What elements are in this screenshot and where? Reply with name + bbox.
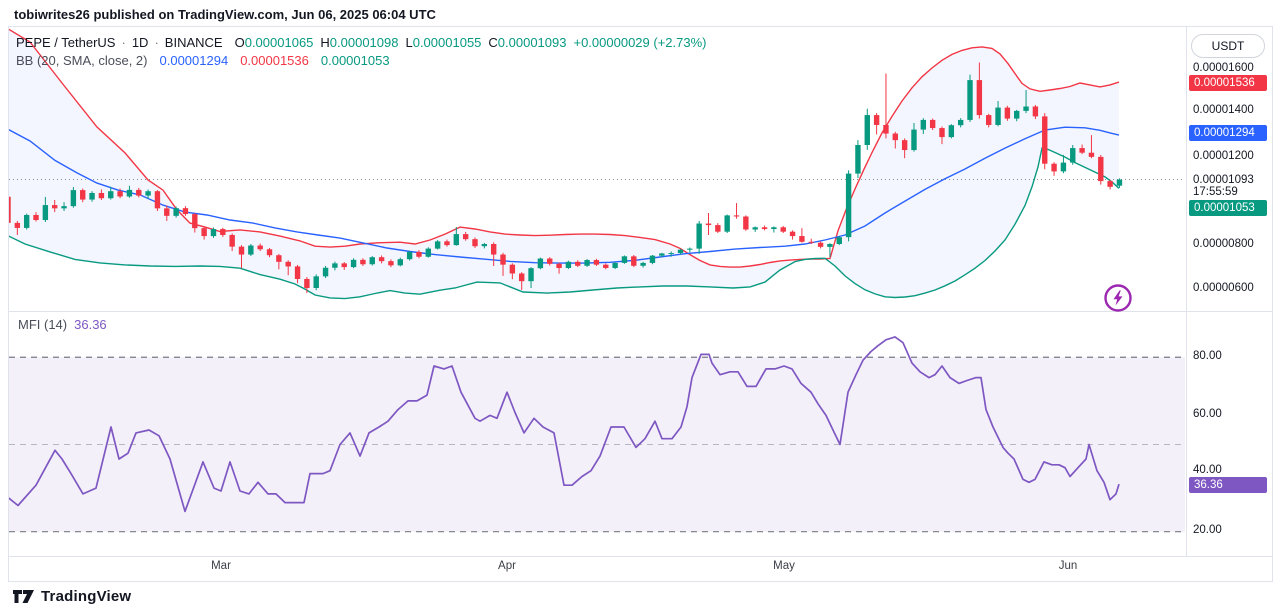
price-axis-tick-label: 80.00 (1193, 350, 1222, 362)
ohlc-high-letter: H (320, 35, 330, 50)
bb-legend-row: BB (20, SMA, close, 2) 0.00001294 0.0000… (16, 53, 390, 68)
bb-upper-badge: 0.00001536 (1189, 75, 1267, 91)
symbol-legend-row: PEPE / TetherUS · 1D · BINANCE O 0.000010… (16, 35, 706, 50)
bb-indicator-title[interactable]: BB (20, SMA, close, 2) (16, 53, 148, 68)
ohlc-open-letter: O (234, 35, 245, 50)
exchange-label: BINANCE (164, 35, 223, 50)
price-pane[interactable] (0, 24, 1185, 300)
currency-toggle-label: USDT (1211, 39, 1245, 53)
ohlc-close-letter: C (488, 35, 498, 50)
ohlc-close-value: 0.00001093 (497, 35, 567, 50)
tradingview-brand[interactable]: TradingView (13, 588, 131, 605)
bb-upper-value: 0.00001536 (240, 53, 309, 68)
legend-separator: · (121, 35, 126, 50)
chart-frame (8, 26, 1273, 582)
ohlc-open-value: 0.00001065 (244, 35, 314, 50)
change-value: +0.00000029 (+2.73%) (573, 35, 707, 50)
price-axis-tick-label: 20.00 (1193, 524, 1222, 536)
last-price-label: 0.00001093 (1193, 174, 1254, 186)
ohlc-low-letter: L (405, 35, 413, 50)
mfi-value-badge: 36.36 (1189, 477, 1267, 493)
mfi-indicator-title[interactable]: MFI (14) (18, 317, 68, 332)
mfi-line (9, 336, 1120, 513)
ohlc-high-value: 0.00001098 (329, 35, 399, 50)
mfi-pane[interactable] (0, 336, 1185, 533)
bb-lower-band-line (9, 147, 1120, 300)
time-axis-month-label: Jun (1058, 560, 1078, 572)
price-axis-tick-label: 40.00 (1193, 464, 1222, 476)
legend-separator: · (154, 35, 159, 50)
bb-lower-value: 0.00001053 (320, 53, 390, 68)
interval-label[interactable]: 1D (131, 35, 149, 50)
publish-attribution: tobiwrites26 published on TradingView.co… (14, 7, 436, 22)
time-axis-month-label: May (773, 560, 795, 572)
tradingview-brand-text: TradingView (41, 588, 132, 605)
price-axis-tick-label: 0.00001400 (1193, 104, 1254, 116)
price-axis-tick-label: 60.00 (1193, 408, 1222, 420)
time-axis-month-label: Mar (211, 560, 231, 572)
symbol-title[interactable]: PEPE / TetherUS (16, 35, 116, 50)
bb-lower-badge: 0.00001053 (1189, 200, 1267, 216)
bb-basis-badge: 0.00001294 (1189, 125, 1267, 141)
price-axis-tick-label: 0.00001200 (1193, 150, 1254, 162)
tradingview-logo-icon (13, 590, 34, 603)
boost-lightning-icon[interactable] (1103, 283, 1133, 313)
mfi-legend-row: MFI (14) 36.36 (18, 317, 107, 332)
bb-basis-value: 0.00001294 (159, 53, 229, 68)
currency-toggle-button[interactable]: USDT (1191, 34, 1265, 58)
ohlc-low-value: 0.00001055 (412, 35, 482, 50)
bb-upper-band-line (9, 28, 1120, 268)
time-axis-month-label: Apr (498, 560, 516, 572)
price-axis-tick-label: 0.00000600 (1193, 282, 1254, 294)
price-axis-tick-label: 0.00000800 (1193, 238, 1254, 250)
candlestick-series (9, 62, 1123, 294)
mfi-current-value: 36.36 (74, 317, 107, 332)
bar-countdown-label: 17:55:59 (1193, 186, 1238, 198)
price-axis-tick-label: 0.00001600 (1193, 62, 1254, 74)
